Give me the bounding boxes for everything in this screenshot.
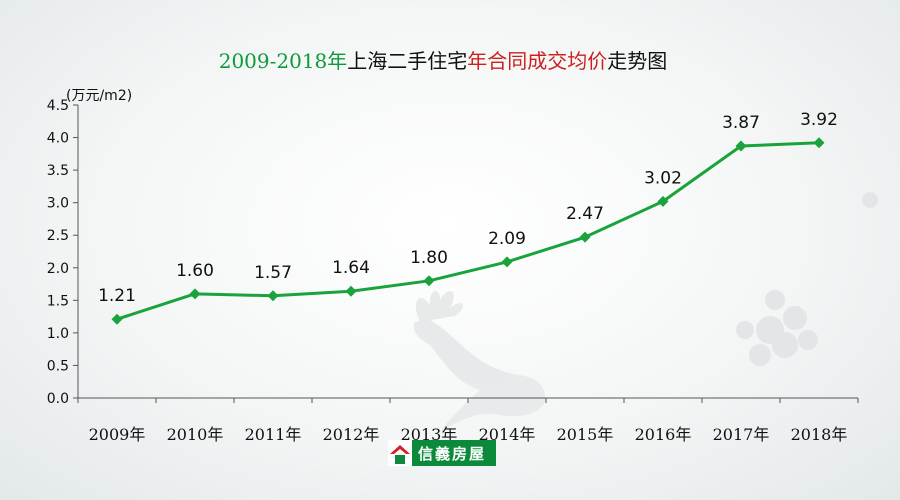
x-tick-label: 2010年 <box>167 425 224 444</box>
y-tick-label: 3.5 <box>47 163 69 179</box>
data-value-label: 1.57 <box>254 263 292 283</box>
y-axis-unit-label: (万元/m2) <box>66 88 132 104</box>
data-point-marker <box>111 313 123 325</box>
data-value-label: 1.64 <box>332 258 370 278</box>
y-tick-label: 1.0 <box>47 326 69 342</box>
series-line <box>111 137 825 325</box>
y-tick-label: 2.5 <box>47 228 69 244</box>
x-tick-label: 2018年 <box>791 425 848 444</box>
data-point-marker <box>267 290 279 302</box>
y-tick-label: 3.0 <box>47 196 69 212</box>
data-value-label: 3.87 <box>722 113 760 133</box>
data-value-label: 2.47 <box>566 204 604 224</box>
title-part-metric: 年合同成交均价 <box>467 49 607 73</box>
y-tick-label: 4.0 <box>47 131 69 147</box>
y-ticks: 0.0 0.5 1.0 1.5 2.0 2.5 3.0 3.5 4.0 4.5 <box>47 98 78 407</box>
y-tick-label: 0.0 <box>47 391 69 407</box>
data-point-marker <box>501 256 513 268</box>
title-part-trend: 走势图 <box>607 49 667 73</box>
data-point-marker <box>423 275 435 287</box>
y-tick-label: 4.5 <box>47 98 69 114</box>
x-tick-label: 2011年 <box>245 425 302 444</box>
x-ticks: 2009年 2010年 2011年 2012年 2013年 2014年 2015年 2016年… <box>77 398 859 444</box>
data-value-label: 3.02 <box>644 168 682 188</box>
y-tick-label: 1.5 <box>47 293 69 309</box>
data-value-label: 1.60 <box>176 261 214 281</box>
data-point-marker <box>657 195 669 207</box>
data-labels: 1.21 1.60 1.57 1.64 1.80 2.09 2.47 3.02 3.87 3.92 <box>98 110 838 306</box>
x-tick-label: 2016年 <box>635 425 692 444</box>
x-tick-label: 2014年 <box>479 425 536 444</box>
x-tick-label: 2017年 <box>713 425 770 444</box>
data-value-label: 1.80 <box>410 248 448 268</box>
data-value-label: 1.21 <box>98 286 136 306</box>
x-tick-label: 2012年 <box>323 425 380 444</box>
price-line <box>116 141 820 321</box>
deer-decoration <box>413 290 546 432</box>
house-logo-icon <box>388 440 412 466</box>
title-part-years: 2009-2018年 <box>219 49 348 73</box>
data-point-marker <box>189 288 201 300</box>
title-part-city: 上海二手住宅 <box>347 49 467 73</box>
data-point-marker <box>813 137 825 149</box>
y-tick-label: 0.5 <box>47 358 69 374</box>
data-point-marker <box>579 231 591 243</box>
data-point-marker <box>735 140 747 152</box>
data-value-label: 3.92 <box>800 110 838 130</box>
data-point-marker <box>345 285 357 297</box>
brand-name: 信義房屋 <box>418 444 487 463</box>
data-value-label: 2.09 <box>488 229 526 249</box>
brand-logo: 信義房屋 <box>388 440 496 466</box>
x-tick-label: 2015年 <box>557 425 614 444</box>
chart-title: 2009-2018年上海二手住宅年合同成交均价走势图 <box>219 49 668 73</box>
x-tick-label: 2013年 <box>401 425 458 444</box>
x-tick-label: 2009年 <box>89 425 146 444</box>
berry-decoration <box>736 192 878 366</box>
y-tick-label: 2.0 <box>47 261 69 277</box>
